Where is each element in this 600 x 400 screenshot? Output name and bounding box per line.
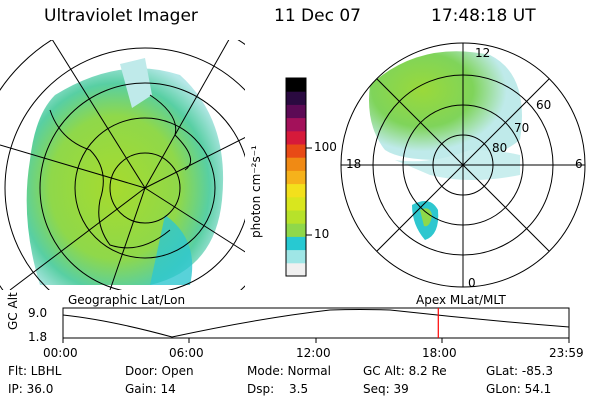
colorbar-swatch xyxy=(286,78,306,92)
apex-map xyxy=(340,42,586,288)
date-label: 11 Dec 07 xyxy=(274,6,361,26)
dsp-label: Dsp: xyxy=(247,382,275,396)
colorbar-swatch xyxy=(286,236,306,251)
timeline-x-tick: 23:59 xyxy=(549,346,584,360)
ip-status: IP: 36.0 xyxy=(8,382,54,396)
colorbar xyxy=(286,78,306,277)
apex-mlt-18: 18 xyxy=(346,157,362,171)
timeline-x-tick: 12:00 xyxy=(296,346,331,360)
colorbar-unit-label: photon cm⁻²s⁻¹ xyxy=(249,145,263,238)
gc-alt-status: GC Alt: 8.2 Re xyxy=(363,364,447,378)
colorbar-tick-100: 100 xyxy=(314,140,337,154)
colorbar-swatch xyxy=(286,104,306,119)
colorbar-swatch xyxy=(286,170,306,185)
timeline-x-tick: 06:00 xyxy=(169,346,204,360)
timeline-x-tick: 18:00 xyxy=(422,346,457,360)
colorbar-swatch xyxy=(286,130,306,145)
timeline-y-tick-high: 9.0 xyxy=(28,306,48,320)
colorbar-swatch xyxy=(286,157,306,171)
sequence-status: Seq: 39 xyxy=(363,382,409,396)
instrument-title: Ultraviolet Imager xyxy=(44,6,198,26)
glat-status: GLat: -85.3 xyxy=(486,364,553,378)
timeline-plot xyxy=(62,307,570,343)
apex-mlt-12: 12 xyxy=(475,46,491,60)
apex-lat-60: 60 xyxy=(536,98,552,112)
colorbar-swatch xyxy=(286,249,306,264)
apex-mlt-0: 0 xyxy=(468,276,476,290)
filter-status: Flt: LBHL xyxy=(8,364,62,378)
apex-lat-80: 80 xyxy=(492,141,508,155)
colorbar-swatch xyxy=(286,183,306,198)
glon-status: GLon: 54.1 xyxy=(486,382,552,396)
timeline-x-tick: 00:00 xyxy=(43,346,78,360)
colorbar-swatch xyxy=(286,210,306,224)
timeline-y-label: GC Alt xyxy=(6,292,20,330)
colorbar-swatch xyxy=(286,262,306,277)
colorbar-swatch xyxy=(286,196,306,211)
geographic-caption: Geographic Lat/Lon xyxy=(68,293,186,307)
dsp-value: 3.5 xyxy=(289,382,309,396)
door-status: Door: Open xyxy=(125,364,194,378)
apex-caption: Apex MLat/MLT xyxy=(416,293,506,307)
colorbar-swatch xyxy=(286,117,306,132)
mode-status: Mode: Normal xyxy=(247,364,331,378)
apex-lat-70: 70 xyxy=(514,121,530,135)
apex-mlt-6: 6 xyxy=(575,157,583,171)
timeline-y-tick-low: 1.8 xyxy=(28,330,48,344)
colorbar-tick-10: 10 xyxy=(314,227,330,241)
colorbar-swatch xyxy=(286,91,306,105)
geographic-map xyxy=(0,40,245,290)
colorbar-swatch xyxy=(286,223,306,237)
colorbar-swatch xyxy=(286,144,306,158)
gain-status: Gain: 14 xyxy=(125,382,176,396)
time-label: 17:48:18 UT xyxy=(431,6,536,26)
